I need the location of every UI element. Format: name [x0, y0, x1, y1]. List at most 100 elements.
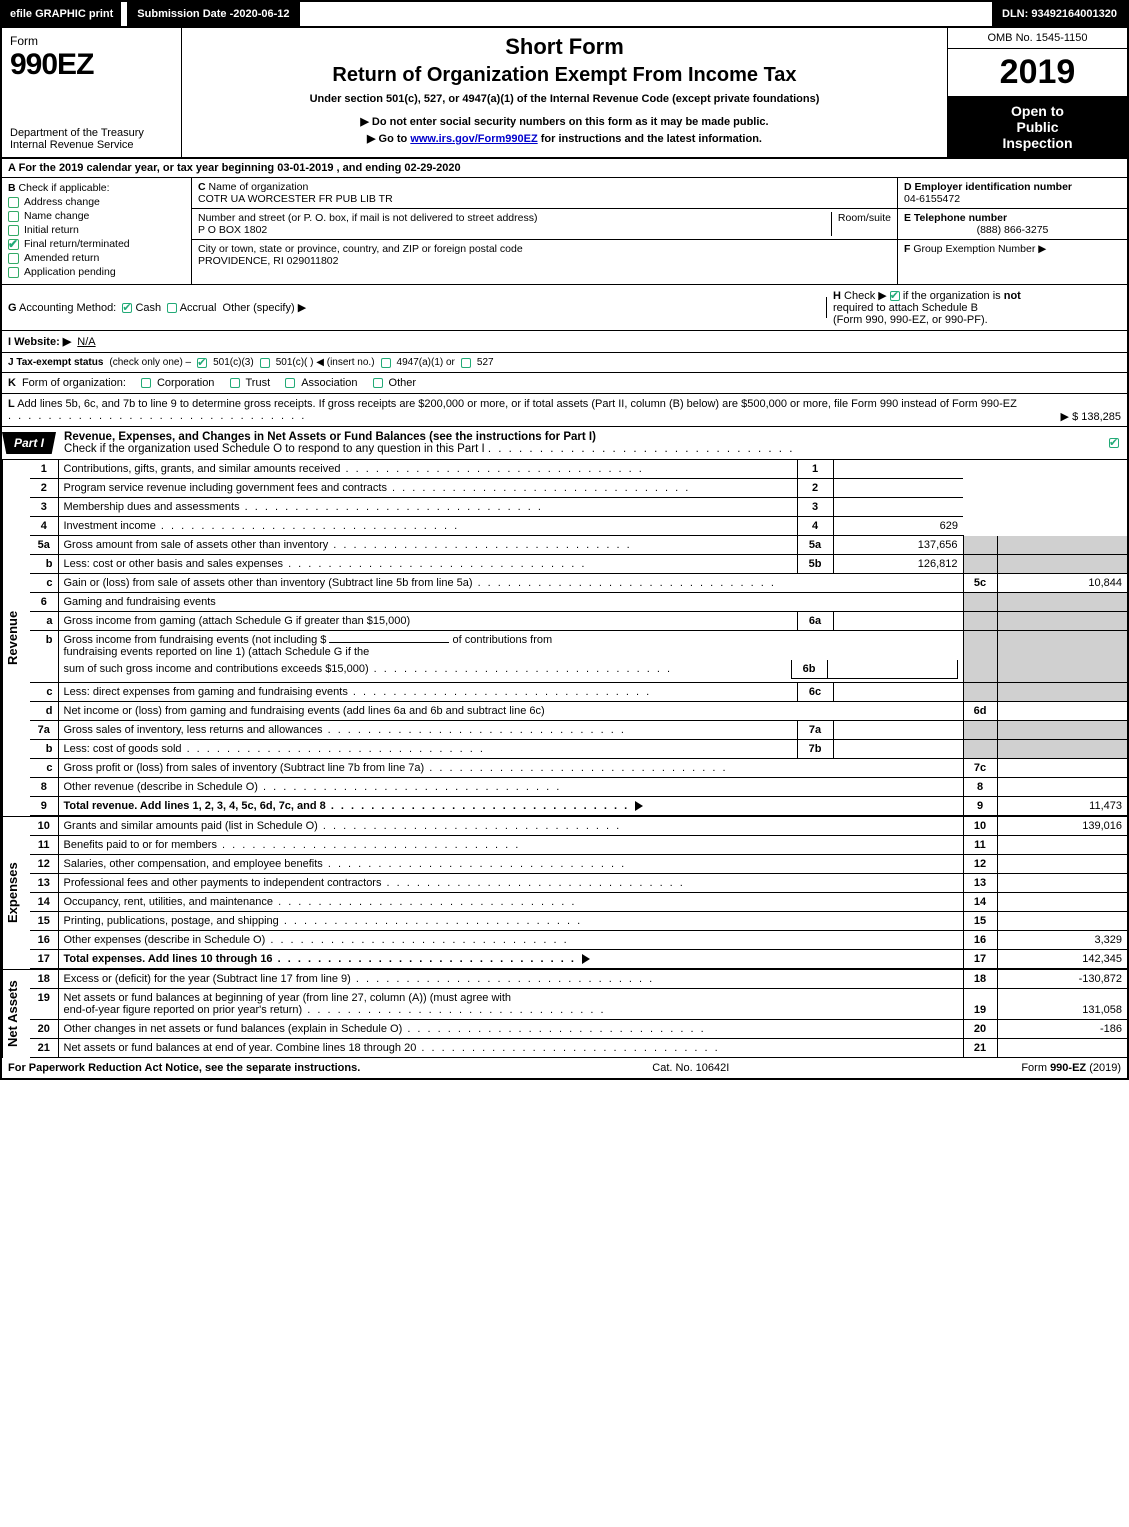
checkbox-527[interactable] [461, 358, 471, 368]
part-i-title: Revenue, Expenses, and Changes in Net As… [56, 427, 1101, 459]
efile-print-button[interactable]: efile GRAPHIC print [2, 2, 123, 26]
label-4947: 4947(a)(1) or [397, 357, 455, 368]
page-footer: For Paperwork Reduction Act Notice, see … [0, 1058, 1129, 1080]
checkbox-amended-return[interactable] [8, 253, 19, 264]
checkbox-initial-return[interactable] [8, 225, 19, 236]
part-i-check-line: Check if the organization used Schedule … [64, 443, 794, 455]
checkbox-cash[interactable] [122, 303, 132, 313]
line-5b: bLess: cost or other basis and sales exp… [30, 555, 1127, 574]
line-6d: dNet income or (loss) from gaming and fu… [30, 702, 1127, 721]
checkbox-application-pending[interactable] [8, 267, 19, 278]
footer-right: Form 990-EZ (2019) [1021, 1062, 1121, 1074]
checkbox-corporation[interactable] [141, 378, 151, 388]
checkbox-501c[interactable] [260, 358, 270, 368]
line-6b-d4: sum of such gross income and contributio… [64, 660, 792, 679]
checkbox-address-change[interactable] [8, 197, 19, 208]
line-6b-d1: Gross income from fundraising events (no… [64, 634, 327, 646]
checkbox-association[interactable] [285, 378, 295, 388]
header-middle: Short Form Return of Organization Exempt… [182, 28, 947, 157]
j-label: J Tax-exempt status [8, 357, 103, 368]
checkbox-final-return[interactable] [8, 239, 19, 250]
checkbox-h[interactable] [890, 291, 900, 301]
checkbox-schedule-o[interactable] [1109, 438, 1119, 448]
checkbox-other-org[interactable] [373, 378, 383, 388]
checkbox-4947[interactable] [381, 358, 391, 368]
line-a-text: For the 2019 calendar year, or tax year … [19, 162, 461, 174]
part-i-check-text: Check if the organization used Schedule … [64, 443, 485, 455]
line-4: 4Investment income4629 [30, 517, 1127, 536]
line-2: 2Program service revenue including gover… [30, 479, 1127, 498]
header-left: Form 990EZ Department of the Treasury In… [2, 28, 182, 157]
h-text2: if the organization is [903, 290, 1004, 302]
f-label: F [904, 243, 910, 255]
footer-form-post: (2019) [1089, 1062, 1121, 1074]
section-g: G Accounting Method: Cash Accrual Other … [2, 297, 827, 318]
line-6b: b Gross income from fundraising events (… [30, 631, 1127, 683]
city-label: City or town, state or province, country… [198, 243, 523, 255]
line-19: 19 Net assets or fund balances at beginn… [30, 989, 1127, 1020]
checkbox-trust[interactable] [230, 378, 240, 388]
department-label: Department of the Treasury [10, 127, 173, 139]
h-label: H [833, 290, 841, 302]
line-19-d1: Net assets or fund balances at beginning… [64, 992, 512, 1004]
org-name: COTR UA WORCESTER FR PUB LIB TR [198, 193, 393, 205]
l-label: L [8, 398, 15, 410]
line-14: 14Occupancy, rent, utilities, and mainte… [30, 893, 1127, 912]
k-text: Form of organization: [22, 377, 126, 389]
street-value: P O BOX 1802 [198, 224, 267, 236]
line-13: 13Professional fees and other payments t… [30, 874, 1127, 893]
line-6b-blank [329, 642, 449, 643]
line-17: 17Total expenses. Add lines 10 through 1… [30, 950, 1127, 969]
website-value: N/A [77, 336, 95, 348]
line-6a: aGross income from gaming (attach Schedu… [30, 612, 1127, 631]
line-7b: bLess: cost of goods sold7b [30, 740, 1127, 759]
part-i-tab: Part I [2, 432, 56, 454]
line-18: 18Excess or (deficit) for the year (Subt… [30, 970, 1127, 989]
part-i-title-text: Revenue, Expenses, and Changes in Net As… [64, 431, 596, 443]
ein-value: 04-6155472 [904, 193, 960, 205]
label-527: 527 [477, 357, 494, 368]
goto-suffix: for instructions and the latest informat… [541, 133, 762, 145]
label-amended-return: Amended return [24, 252, 99, 264]
irs-link[interactable]: www.irs.gov/Form990EZ [410, 133, 537, 145]
checkbox-accrual[interactable] [167, 303, 177, 313]
city-value: PROVIDENCE, RI 029011802 [198, 255, 338, 267]
top-bar: efile GRAPHIC print Submission Date - 20… [0, 0, 1129, 28]
d-label: D Employer identification number [904, 181, 1072, 193]
line-5a: 5aGross amount from sale of assets other… [30, 536, 1127, 555]
entity-block: B Check if applicable: Address change Na… [0, 178, 1129, 285]
label-application-pending: Application pending [24, 266, 116, 278]
e-label: E Telephone number [904, 212, 1007, 224]
h-text4: (Form 990, 990-EZ, or 990-PF). [833, 314, 988, 326]
triangle-icon [582, 954, 590, 964]
line-21: 21Net assets or fund balances at end of … [30, 1039, 1127, 1058]
expenses-section: Expenses 10Grants and similar amounts pa… [0, 816, 1129, 969]
line-a-label: A [8, 162, 16, 174]
line-20: 20Other changes in net assets or fund ba… [30, 1020, 1127, 1039]
line-6: 6Gaming and fundraising events [30, 593, 1127, 612]
label-corporation: Corporation [157, 377, 214, 389]
omb-number: OMB No. 1545-1150 [948, 28, 1127, 49]
line-11: 11Benefits paid to or for members11 [30, 836, 1127, 855]
submission-date-value: 2020-06-12 [233, 8, 289, 20]
line-5c: cGain or (loss) from sale of assets othe… [30, 574, 1127, 593]
label-initial-return: Initial return [24, 224, 79, 236]
net-assets-label: Net Assets [2, 970, 30, 1058]
footer-cat-no: Cat. No. 10642I [652, 1062, 729, 1074]
label-association: Association [301, 377, 357, 389]
line-7c: cGross profit or (loss) from sales of in… [30, 759, 1127, 778]
h-not: not [1004, 290, 1021, 302]
c-text: Name of organization [209, 181, 309, 193]
checkbox-501c3[interactable] [197, 358, 207, 368]
expenses-table: 10Grants and similar amounts paid (list … [30, 817, 1127, 969]
net-assets-section: Net Assets 18Excess or (deficit) for the… [0, 969, 1129, 1058]
label-trust: Trust [246, 377, 271, 389]
c-label: C [198, 181, 206, 193]
line-19-d2: end-of-year figure reported on prior yea… [64, 1004, 606, 1016]
row-g-h: G Accounting Method: Cash Accrual Other … [0, 285, 1129, 331]
j-text: (check only one) – [109, 357, 191, 368]
checkbox-name-change[interactable] [8, 211, 19, 222]
label-501c3: 501(c)(3) [213, 357, 254, 368]
revenue-section: Revenue 1Contributions, gifts, grants, a… [0, 460, 1129, 816]
section-h: H Check ▶ if the organization is not req… [827, 285, 1127, 330]
